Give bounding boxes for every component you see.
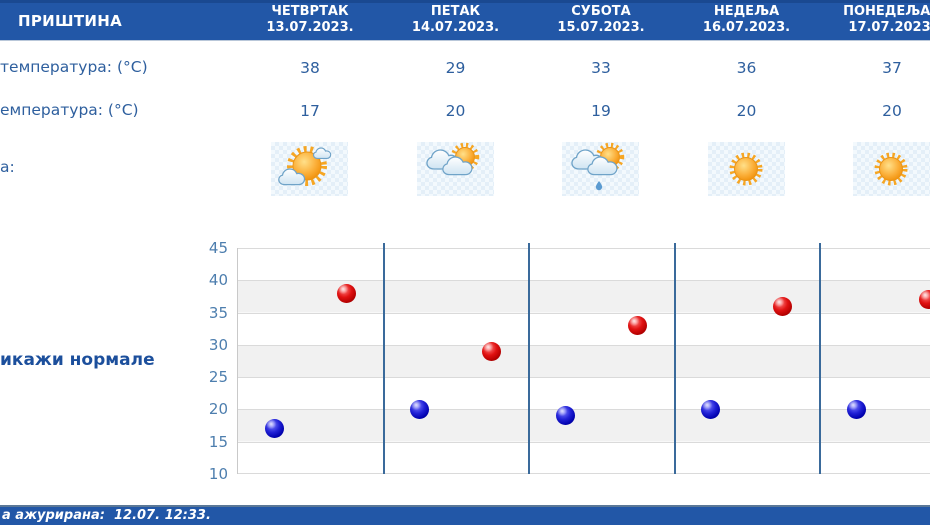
day-name: ПОНЕДЕЉАК [843,4,930,19]
day-date: 15.07.2023. [557,20,645,35]
y-axis-tick-label: 45 [208,239,228,257]
raindrop-icon [595,181,603,191]
chart-gridline [238,312,930,314]
day-column-header: ЧЕТВРТАК 13.07.2023. [237,4,383,36]
day-column-header: СУБОТА 15.07.2023. [528,4,674,36]
sun-icon [874,152,908,186]
max-temp-value: 36 [736,59,757,77]
min-temp-value: 19 [591,102,611,120]
max-temp-point [336,283,356,303]
show-normals-link[interactable]: икажи нормале [0,350,155,370]
chart-gridline [238,280,930,282]
day-column-header: ПЕТАК 14.07.2023. [383,4,529,36]
y-axis-tick-label: 20 [208,400,228,419]
sun-icon [729,152,762,186]
chart-day-separator [382,243,385,474]
y-axis-tick-label: 30 [208,335,228,354]
day-column-header: НЕДЕЉА 16.07.2023. [674,4,820,36]
max-temp-point [773,296,792,316]
weather-icon-graphic [874,152,908,186]
max-temp-value: 38 [300,59,320,77]
max-temp-value: 33 [591,59,611,77]
weather-icon [562,142,639,196]
forecast-updated-text: а ажурирана: 12.07. 12:33. [2,508,211,523]
weather-icon-graphic [278,146,332,186]
chart-gridline [238,473,930,474]
temperature-chart [237,243,930,474]
min-temp-value: 20 [882,102,902,120]
chart-gridline [238,409,930,411]
max-temp-point [482,341,501,361]
chart-day-separator [673,243,676,474]
day-column-header: ПОНЕДЕЉАК 17.07.2023. [819,4,930,36]
chart-day-separator [528,243,530,474]
min-temp-point [846,399,866,419]
min-temp-value: 20 [736,102,757,120]
header-bar: ПРИШТИНА ЧЕТВРТАК 13.07.2023. ПЕТАК 14.0… [0,0,930,41]
weather-icon [416,142,494,196]
day-name: ЧЕТВРТАК [271,4,349,19]
max-temp-point [627,315,647,335]
chart-gridline [238,377,930,379]
weather-icon [271,142,348,196]
day-name: СУБОТА [571,4,631,19]
weather-icon [853,142,930,196]
day-date: 17.07.2023. [848,20,930,35]
city-name: ПРИШТИНА [18,12,122,30]
min-temp-point [264,419,284,439]
y-axis-tick-label: 25 [208,368,228,387]
weather-icon-graphic [425,142,479,176]
min-temp-point [701,399,720,419]
max-temp-value: 37 [882,59,902,77]
footer-bar: а ажурирана: 12.07. 12:33. [0,505,930,525]
weather-icon-graphic [571,142,625,191]
day-date: 13.07.2023. [266,20,354,35]
weather-row-label: а: [0,158,15,176]
weather-icon-graphic [729,152,762,186]
min-temp-value: 17 [300,102,320,120]
max-temp-value: 29 [445,59,466,77]
min-temp-point [555,406,575,426]
day-date: 14.07.2023. [411,20,500,35]
min-temp-label: емпература: (°C) [0,101,139,119]
day-name: НЕДЕЉА [713,4,780,19]
min-temp-value: 20 [445,102,466,120]
max-temp-label: температура: (°C) [0,58,148,76]
chart-gridline [238,248,930,249]
chart-gridline [238,441,930,443]
y-axis-tick-label: 40 [208,271,228,290]
chart-gridline [238,344,930,346]
y-axis-tick-label: 35 [208,303,228,322]
day-date: 16.07.2023. [702,20,791,35]
min-temp-point [410,399,429,419]
y-axis-tick-label: 10 [208,465,228,483]
chart-day-separator [819,243,821,474]
day-name: ПЕТАК [430,4,481,19]
y-axis-tick-label: 15 [208,432,228,451]
max-temp-point [918,290,930,310]
weather-icon [707,142,785,196]
cloud-icon [312,147,332,159]
